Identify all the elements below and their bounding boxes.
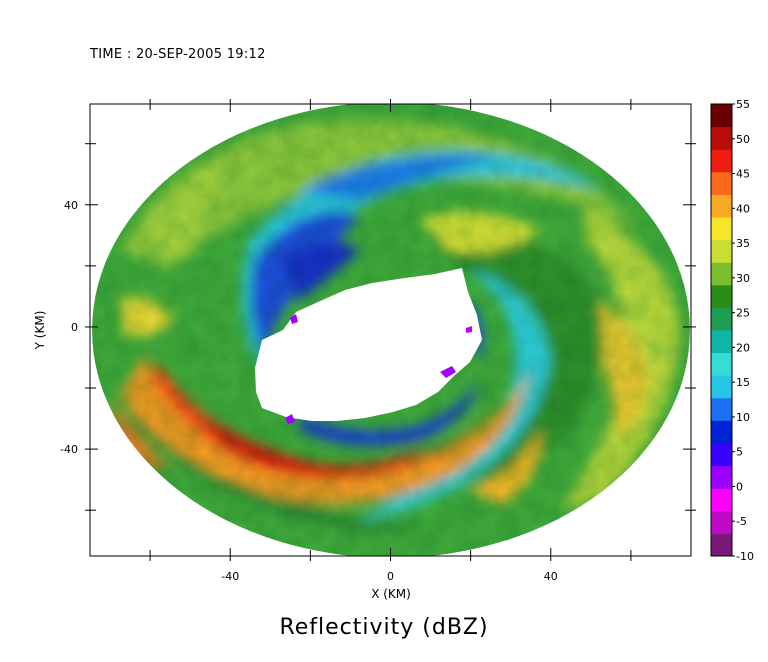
colorbar-segment	[711, 510, 732, 534]
colorbar-segment	[711, 533, 732, 557]
colorbar-tick-label: -10	[736, 550, 754, 563]
colorbar	[710, 103, 735, 557]
reflectivity-field	[90, 104, 691, 556]
axis-tick-labels: -40 0 40 -40 0 40	[60, 199, 558, 583]
chart-title: Reflectivity (dBZ)	[279, 615, 489, 640]
colorbar-segment	[711, 465, 732, 489]
colorbar-labels: -10 -5 0 5 10 15 20 25 30 35 40 45 50 55	[736, 98, 754, 563]
colorbar-tick-label: -5	[736, 515, 747, 528]
colorbar-segment	[711, 239, 732, 263]
axis-ticks	[85, 99, 696, 561]
colorbar-tick-label: 25	[736, 307, 750, 320]
colorbar-segment	[711, 307, 732, 331]
y-axis-title: Y (KM)	[33, 311, 47, 351]
colorbar-segment	[711, 262, 732, 286]
x-tick-label: 40	[544, 570, 558, 583]
colorbar-tick-label: 5	[736, 446, 743, 459]
colorbar-tick-label: 45	[736, 168, 750, 181]
colorbar-segment	[711, 443, 732, 467]
colorbar-tick-label: 20	[736, 341, 750, 354]
colorbar-tick-label: 10	[736, 411, 750, 424]
colorbar-segment	[711, 217, 732, 241]
colorbar-tick-label: 15	[736, 376, 750, 389]
y-tick-label: 0	[71, 321, 78, 334]
colorbar-tick-label: 35	[736, 237, 750, 250]
x-axis-title: X (KM)	[371, 587, 411, 601]
colorbar-segment	[711, 126, 732, 150]
colorbar-frame	[710, 103, 733, 557]
colorbar-tick-label: 40	[736, 202, 750, 215]
colorbar-tick-label: 55	[736, 98, 750, 111]
colorbar-segment	[711, 149, 732, 173]
colorbar-segment	[711, 488, 732, 512]
colorbar-segment	[711, 330, 732, 354]
colorbar-segment	[711, 194, 732, 218]
colorbar-segment	[711, 284, 732, 308]
y-tick-label: -40	[60, 443, 78, 456]
colorbar-segment	[711, 104, 732, 128]
y-tick-label: 40	[64, 199, 78, 212]
colorbar-tick-label: 50	[736, 133, 750, 146]
x-tick-label: 0	[387, 570, 394, 583]
colorbar-segment	[711, 375, 732, 399]
colorbar-segment	[711, 171, 732, 195]
colorbar-segment	[711, 420, 732, 444]
colorbar-tick-label: 30	[736, 272, 750, 285]
time-label: TIME : 20-SEP-2005 19:12	[90, 47, 266, 62]
colorbar-segment	[711, 397, 732, 421]
colorbar-tick-label: 0	[736, 480, 743, 493]
colorbar-segment	[711, 352, 732, 376]
x-tick-label: -40	[221, 570, 239, 583]
eye-region	[255, 268, 482, 421]
